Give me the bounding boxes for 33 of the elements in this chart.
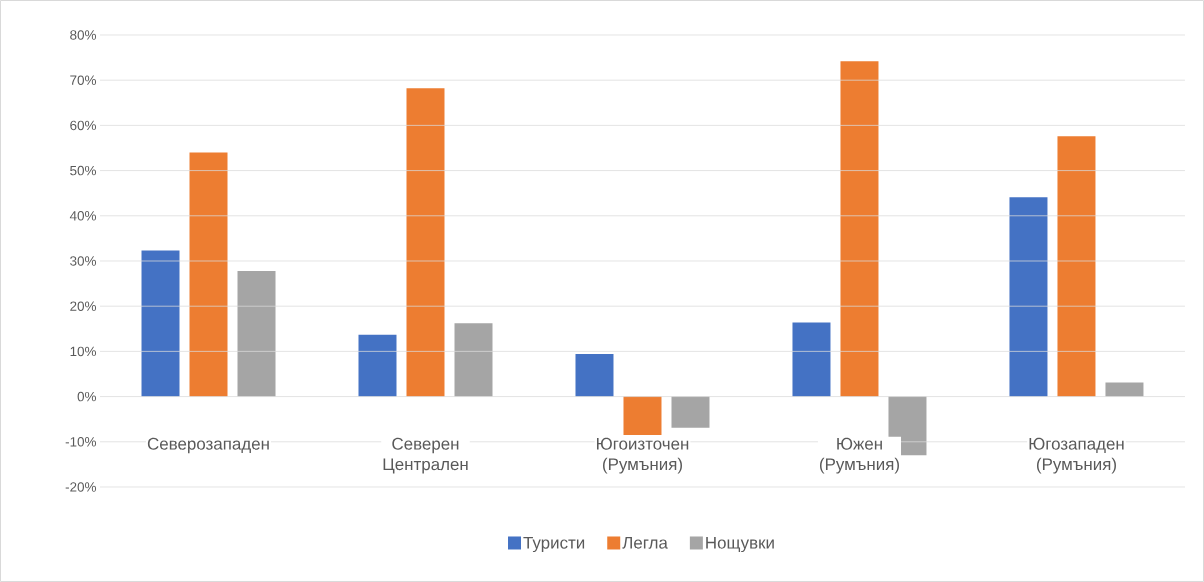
bar [671, 396, 710, 428]
x-tick-label: Югоизточен (Румъния) [596, 437, 689, 474]
bar [1057, 136, 1096, 397]
x-tick-label: Северен Централен [383, 437, 468, 474]
y-tick-label: 70% [70, 75, 97, 85]
x-tick-label: Южен (Румъния) [819, 437, 899, 474]
bar [454, 323, 493, 397]
x-tick-label: Югозападен (Румъния) [1029, 437, 1124, 474]
y-tick-label: 0% [77, 391, 97, 402]
bar [358, 334, 397, 397]
bar [189, 152, 228, 397]
y-tick-label: 60% [70, 120, 97, 131]
y-tick-label: 10% [70, 346, 97, 357]
bar [406, 88, 445, 397]
legend-label: Туристи [523, 536, 585, 553]
legend-label: Нощувки [706, 536, 774, 553]
y-tick-label: 40% [69, 211, 97, 221]
x-tick-label: Северозападен [147, 437, 269, 454]
y-tick-label: -20% [65, 482, 97, 492]
bar [141, 250, 180, 397]
legend-label: Легла [622, 536, 668, 549]
bar [237, 270, 276, 397]
bar [575, 354, 614, 397]
bar [840, 61, 879, 397]
bar [623, 396, 662, 436]
y-tick-label: -10% [65, 437, 97, 447]
bar [1105, 382, 1144, 397]
bar [1009, 197, 1048, 397]
y-tick-label: 30% [70, 256, 97, 266]
y-tick-label: 50% [70, 165, 97, 176]
y-tick-label: 20% [70, 301, 97, 311]
y-tick-label: 80% [70, 30, 97, 40]
bar [792, 322, 831, 397]
